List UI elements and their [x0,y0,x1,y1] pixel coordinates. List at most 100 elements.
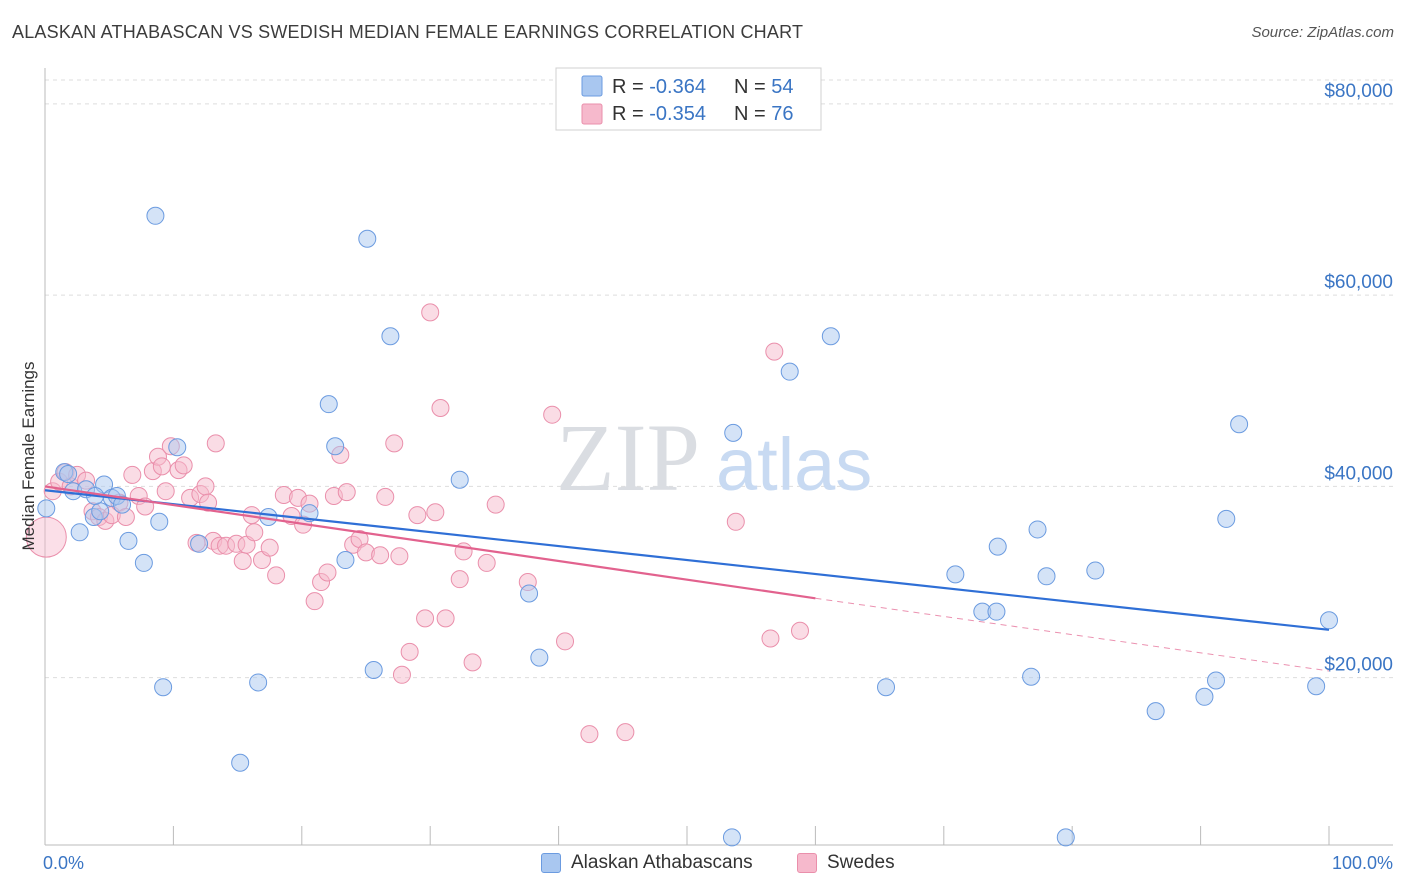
legend-row-1-n: N = 54 [734,76,794,98]
swedes-point-55 [376,487,395,506]
alaskan-point-34 [724,423,743,442]
alaskan-point-33 [722,828,741,847]
y-tick-label-3: $80,000 [1324,81,1393,102]
swedes-points [25,303,809,744]
alaskan-point-42 [1022,667,1041,686]
legend-row-1: R = -0.364 [612,76,706,98]
swedes-point-60 [408,506,427,525]
x-tick-label-max: 100.0% [1332,853,1393,873]
legend-item-alaskan-athabascans: Alaskan Athabascans [541,852,753,874]
alaskan-point-50 [1217,509,1236,528]
alaskan-point-51 [1230,415,1249,434]
legend-label-swedes: Swedes [827,852,895,873]
legend-r-value-2: -0.354 [649,103,706,125]
swedes-point-29 [206,434,225,453]
legend-row-2: R = -0.354 [612,103,706,125]
swedes-point-72 [543,405,562,424]
y-tick-labels: $20,000 $40,000 $60,000 $80,000 [1324,81,1393,676]
alaskan-point-28 [381,327,400,346]
legend-swatch-blue [541,853,561,873]
legend-n-value-1: 54 [771,76,793,98]
alaskan-point-19 [231,753,250,772]
trend-line-swedes [44,485,816,600]
trend-line-alaskan-athabascans [44,489,1330,631]
y-tick-label-0: $20,000 [1324,655,1393,676]
legend-row-2-n: N = 76 [734,103,794,125]
legend-bottom: Alaskan Athabascans Swedes [0,852,1406,878]
axes [44,68,1393,846]
y-tick-label-2: $60,000 [1324,272,1393,293]
alaskan-point-14 [146,206,165,225]
swedes-point-63 [426,503,445,522]
swedes-point-74 [580,725,599,744]
trend-line-swedes-extension [815,597,1330,672]
legend-top-pink-swatch [581,103,603,125]
alaskan-point-4 [70,523,89,542]
watermark-atlas: atlas [716,423,872,506]
swedes-point-64 [431,398,450,417]
alaskan-point-44 [1037,567,1056,586]
legend-n-value-2: 76 [771,103,793,125]
swedes-point-57 [390,547,409,566]
swedes-point-76 [726,512,745,531]
alaskan-point-53 [1320,611,1338,630]
swedes-point-50 [337,483,356,502]
alaskan-point-31 [530,648,549,667]
alaskan-point-24 [326,437,345,456]
trend-lines [44,485,1330,672]
alaskan-point-43 [1028,520,1047,539]
legend-n-label-1: N = [734,76,771,98]
alaskan-point-47 [1146,702,1165,721]
swedes-point-79 [790,621,809,640]
swedes-point-54 [371,546,390,565]
alaskan-point-27 [364,661,383,680]
y-axis-label: Median Female Earnings [19,362,38,551]
chart-source: Source: ZipAtlas.com [1251,24,1394,41]
swedes-point-70 [486,495,505,514]
swedes-point-75 [616,723,635,742]
legend-swatch-pink [797,853,817,873]
alaskan-point-37 [877,678,896,697]
swedes-point-78 [765,342,784,361]
swedes-point-56 [385,434,404,453]
legend-r-label-1: R = [612,76,649,98]
alaskan-point-52 [1307,677,1326,696]
alaskan-point-29 [450,470,469,489]
alaskan-point-18 [190,534,209,553]
swedes-point-59 [400,642,419,661]
alaskan-point-30 [520,584,539,603]
legend-r-value-1: -0.364 [649,76,706,98]
alaskan-point-16 [154,678,173,697]
x-ticks [44,826,1330,845]
alaskan-point-48 [1195,687,1214,706]
swedes-point-69 [477,553,496,572]
legend-n-label-2: N = [734,103,771,125]
alaskan-point-41 [988,537,1007,556]
swedes-point-39 [267,566,286,585]
alaskan-point-40 [987,602,1006,621]
legend-r-label-2: R = [612,103,649,125]
alaskan-point-26 [358,229,377,248]
alaskan-point-20 [249,673,268,692]
swedes-point-58 [392,665,411,684]
alaskan-point-35 [780,362,799,381]
y-tick-label-1: $40,000 [1324,463,1393,484]
alaskan-point-46 [1086,561,1105,580]
swedes-point-36 [245,523,264,542]
grid [45,79,1393,679]
swedes-point-68 [463,653,482,672]
alaskan-athabascans-points [37,206,1338,847]
swedes-point-18 [152,457,171,476]
alaskan-point-7 [91,502,110,521]
legend-top: R = -0.364 N = 54 R = -0.354 N = 76 [555,67,822,131]
legend-top-blue-swatch [581,75,603,97]
swedes-point-47 [318,563,337,582]
alaskan-point-23 [319,395,338,414]
alaskan-point-25 [336,551,355,570]
alaskan-point-17 [168,438,187,457]
swedes-point-73 [556,632,575,651]
swedes-point-77 [761,629,780,648]
swedes-point-19 [156,482,175,501]
swedes-point-38 [260,538,279,557]
